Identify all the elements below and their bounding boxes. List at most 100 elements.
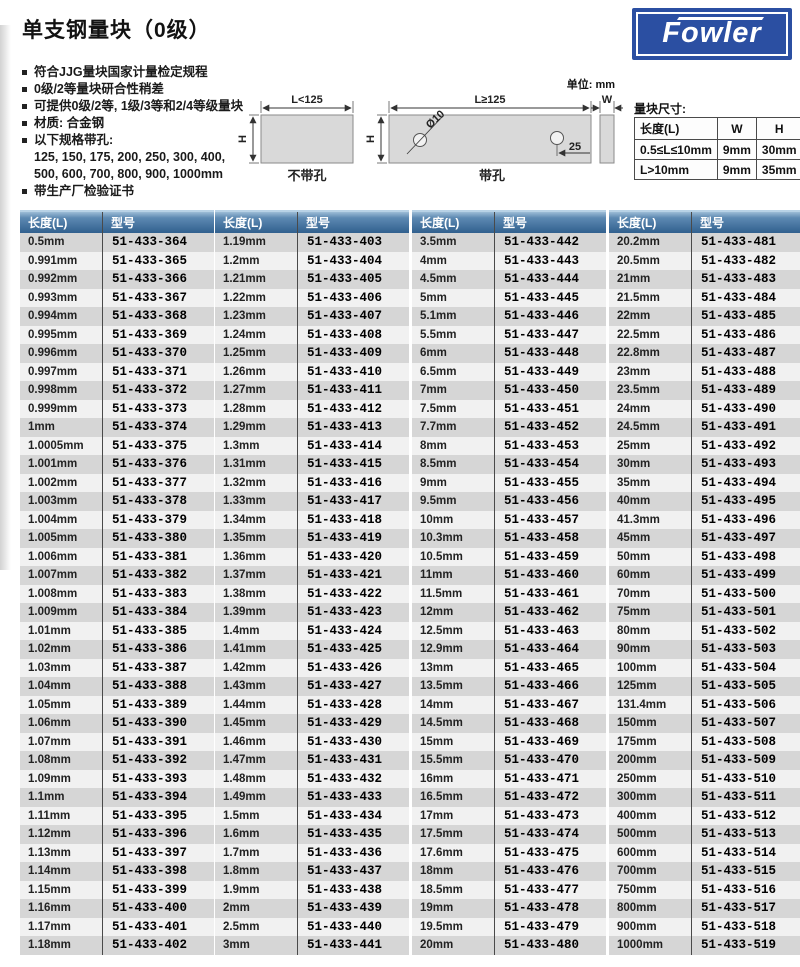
length-cell: 70mm [617, 587, 651, 600]
model-cell: 51-433-401 [102, 917, 214, 936]
model-cell: 51-433-462 [494, 603, 606, 622]
model-cell: 51-433-409 [297, 344, 409, 363]
model-cell: 51-433-446 [494, 307, 606, 326]
model-cell: 51-433-471 [494, 769, 606, 788]
length-cell: 750mm [617, 883, 657, 896]
length-cell: 1.26mm [223, 365, 266, 378]
spec-row: 1.22mm 51-433-406 [215, 288, 409, 307]
model-cell: 51-433-443 [494, 251, 606, 270]
spec-row: 25mm 51-433-492 [609, 436, 800, 455]
spec-row: 17.5mm 51-433-474 [412, 825, 606, 844]
hole-offset-label: 25 [569, 141, 581, 153]
spec-row: 1.17mm 51-433-401 [20, 917, 214, 936]
spec-row: 1.24mm 51-433-408 [215, 325, 409, 344]
length-cell: 1.38mm [223, 587, 266, 600]
model-cell: 51-433-502 [691, 621, 800, 640]
length-cell: 1.2mm [223, 254, 260, 267]
model-cell: 51-433-388 [102, 677, 214, 696]
length-cell: 1.36mm [223, 550, 266, 563]
spec-row: 1.42mm 51-433-426 [215, 658, 409, 677]
length-cell: 1.37mm [223, 569, 266, 581]
length-cell: 1.03mm [28, 661, 71, 674]
model-cell: 51-433-405 [297, 270, 409, 289]
model-cell: 51-433-427 [297, 677, 409, 696]
spec-row: 1.005mm 51-433-380 [20, 529, 214, 548]
length-cell: 4mm [420, 254, 447, 267]
length-cell: 1.005mm [28, 532, 78, 544]
dim-label-h-left: H [237, 135, 249, 143]
length-cell: 1.46mm [223, 735, 266, 748]
spec-row: 1.49mm 51-433-433 [215, 788, 409, 807]
dim-label-w: W [602, 94, 613, 106]
model-cell: 51-433-398 [102, 862, 214, 881]
feature-item: 可提供0级/2等, 1级/3等和2/4等级量块 [22, 98, 322, 115]
spec-row: 1.32mm 51-433-416 [215, 473, 409, 492]
model-cell: 51-433-394 [102, 788, 214, 807]
spec-row: 9mm 51-433-455 [412, 473, 606, 492]
model-cell: 51-433-374 [102, 418, 214, 437]
model-cell: 51-433-399 [102, 880, 214, 899]
model-cell: 51-433-497 [691, 529, 800, 548]
spec-row: 1.08mm 51-433-392 [20, 751, 214, 770]
length-cell: 1.23mm [223, 310, 266, 322]
model-cell: 51-433-380 [102, 529, 214, 548]
model-cell: 51-433-465 [494, 658, 606, 677]
length-cell: 13.5mm [420, 680, 463, 692]
spec-row: 18mm 51-433-476 [412, 862, 606, 881]
length-cell: 175mm [617, 735, 657, 748]
spec-row: 1.34mm 51-433-418 [215, 510, 409, 529]
model-cell: 51-433-460 [494, 566, 606, 585]
length-cell: 0.992mm [28, 273, 78, 285]
length-cell: 1.08mm [28, 754, 71, 766]
length-cell: 600mm [617, 846, 657, 859]
spec-row: 5.1mm 51-433-446 [412, 307, 606, 326]
length-cell: 0.999mm [28, 402, 78, 415]
length-cell: 12.9mm [420, 643, 463, 655]
spec-row: 1mm 51-433-374 [20, 418, 214, 437]
length-cell: 20mm [420, 939, 454, 951]
model-cell: 51-433-459 [494, 547, 606, 566]
model-cell: 51-433-420 [297, 547, 409, 566]
size-table-cell: L>10mm [634, 159, 718, 180]
length-cell: 900mm [617, 920, 657, 933]
page-title: 单支钢量块（0级） [22, 19, 211, 42]
length-cell: 1.11mm [28, 809, 71, 822]
length-cell: 1.25mm [223, 347, 266, 359]
gauge-block-diagram: L<125 H 不带孔 L≥125 H Ø10 25 带孔 W [237, 94, 623, 183]
length-cell: 3.5mm [420, 236, 457, 248]
model-cell: 51-433-404 [297, 251, 409, 270]
length-cell: 12.5mm [420, 624, 463, 637]
model-cell: 51-433-494 [691, 473, 800, 492]
spec-row: 5mm 51-433-445 [412, 288, 606, 307]
model-cell: 51-433-366 [102, 270, 214, 289]
table-header-length: 长度(L) [412, 210, 495, 233]
length-cell: 0.997mm [28, 365, 78, 378]
length-cell: 8mm [420, 439, 447, 452]
model-cell: 51-433-507 [691, 714, 800, 733]
length-cell: 1mm [28, 421, 55, 433]
model-cell: 51-433-370 [102, 344, 214, 363]
model-cell: 51-433-455 [494, 473, 606, 492]
spec-row: 24mm 51-433-490 [609, 399, 800, 418]
spec-row: 150mm 51-433-507 [609, 714, 800, 733]
spec-row: 11.5mm 51-433-461 [412, 584, 606, 603]
length-cell: 0.5mm [28, 236, 65, 248]
length-cell: 14mm [420, 698, 454, 711]
length-cell: 1.43mm [223, 680, 266, 692]
table-header-length: 长度(L) [609, 210, 692, 233]
length-cell: 1.008mm [28, 587, 78, 600]
spec-row: 10.3mm 51-433-458 [412, 529, 606, 548]
length-cell: 131.4mm [617, 698, 667, 711]
spec-row: 1.2mm 51-433-404 [215, 251, 409, 270]
spec-row: 1.35mm 51-433-419 [215, 529, 409, 548]
length-cell: 23mm [617, 365, 651, 378]
model-cell: 51-433-419 [297, 529, 409, 548]
spec-row: 3mm 51-433-441 [215, 936, 409, 955]
model-cell: 51-433-511 [691, 788, 800, 807]
spec-row: 6.5mm 51-433-449 [412, 362, 606, 381]
length-cell: 150mm [617, 717, 657, 729]
size-table-header-cell: 长度(L) [634, 117, 718, 140]
spec-row: 24.5mm 51-433-491 [609, 418, 800, 437]
model-cell: 51-433-431 [297, 751, 409, 770]
model-cell: 51-433-396 [102, 825, 214, 844]
